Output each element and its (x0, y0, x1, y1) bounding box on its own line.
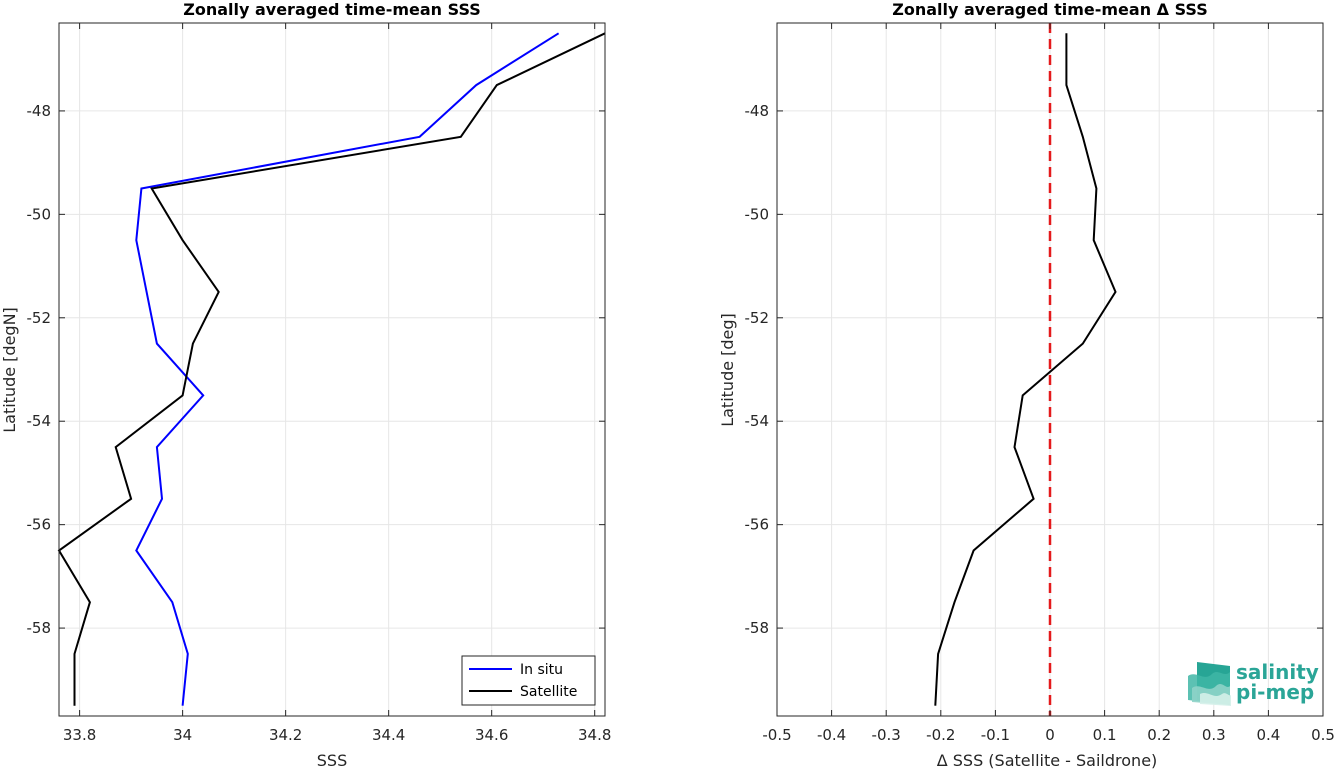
x-tick-label: -0.2 (926, 726, 955, 744)
x-tick-label: 34.2 (269, 726, 302, 744)
x-tick-label: -0.3 (872, 726, 901, 744)
x-tick-label: 0.3 (1202, 726, 1226, 744)
y-tick-label: -50 (745, 205, 770, 223)
legend-label-in-situ: In situ (520, 662, 563, 678)
series-line-in-situ (135, 32, 560, 706)
x-tick-label: 0 (1045, 726, 1055, 744)
x-tick-label: 34.4 (372, 726, 405, 744)
x-tick-label: -0.1 (981, 726, 1010, 744)
x-tick-label: 33.8 (63, 726, 96, 744)
plot-area: -0.5 -0.4 -0.3 -0.2 -0.1 0 0.1 0.2 0.3 0.4 0.5 -58 -… (745, 22, 1335, 744)
x-axis-label: SSS (317, 751, 347, 769)
y-tick-label: -54 (27, 412, 52, 430)
series-line (934, 33, 1117, 706)
logo-text-line1: salinity (1236, 660, 1319, 684)
y-tick-label: -54 (745, 412, 770, 430)
plot-area: 33.8 34 34.2 34.4 34.6 34.8 -58 -56 -54 -52 -50 -48 (27, 22, 611, 744)
x-tick-label: 0.2 (1147, 726, 1171, 744)
y-axis-label: Latitude [deg] (718, 313, 737, 427)
chart-title: Zonally averaged time-mean Δ SSS (892, 0, 1208, 19)
logo-text-line2: pi-mep (1236, 680, 1314, 704)
salinity-pi-mep-logo: salinity pi-mep (1188, 660, 1319, 706)
x-tick-label: -0.4 (817, 726, 846, 744)
x-tick-label: 34.8 (578, 726, 611, 744)
y-tick-label: -56 (745, 516, 770, 534)
legend-label-satellite: Satellite (520, 684, 577, 700)
legend: In situ Satellite (461, 655, 596, 706)
x-tick-label: 34 (173, 726, 192, 744)
chart-title: Zonally averaged time-mean SSS (183, 0, 481, 19)
y-tick-label: -58 (27, 619, 52, 637)
x-tick-label: 0.5 (1311, 726, 1335, 744)
x-tick-label: 34.6 (475, 726, 508, 744)
y-tick-label: -48 (745, 102, 770, 120)
axes-frame (58, 22, 606, 717)
y-tick-label: -58 (745, 619, 770, 637)
y-tick-label: -52 (745, 309, 770, 327)
series-line-satellite (57, 32, 606, 706)
sss-panel: Zonally averaged time-mean SSS SSS Latit… (0, 0, 611, 769)
x-tick-label: -0.5 (762, 726, 791, 744)
y-tick-label: -52 (27, 309, 52, 327)
plot-background (59, 23, 605, 716)
x-tick-label: 0.1 (1093, 726, 1117, 744)
y-tick-label: -50 (27, 205, 52, 223)
y-axis-label: Latitude [degN] (0, 307, 19, 433)
x-axis-label: Δ SSS (Satellite - Saildrone) (937, 751, 1158, 769)
delta-sss-panel: Zonally averaged time-mean Δ SSS Δ SSS (… (718, 0, 1335, 769)
legend-box (461, 655, 596, 706)
wave-logo-icon (1188, 662, 1231, 706)
y-tick-label: -48 (27, 102, 52, 120)
x-tick-label: 0.4 (1256, 726, 1280, 744)
y-tick-label: -56 (27, 516, 52, 534)
